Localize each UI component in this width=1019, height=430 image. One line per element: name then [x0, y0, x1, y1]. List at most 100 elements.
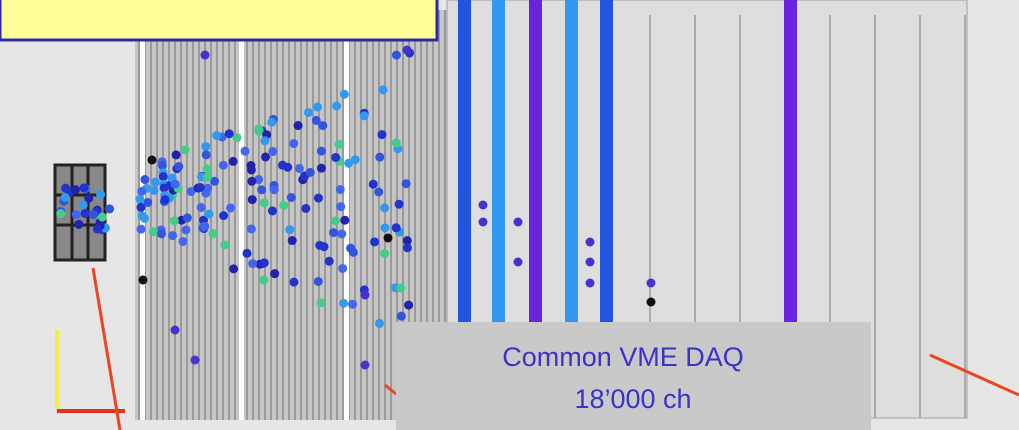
hit: [384, 234, 393, 243]
hit: [361, 291, 370, 300]
hit: [370, 237, 379, 246]
hit: [171, 180, 180, 189]
hit: [151, 178, 160, 187]
hit: [403, 46, 412, 55]
hit: [317, 298, 326, 307]
hit: [98, 213, 107, 222]
hit: [377, 130, 386, 139]
hit: [514, 258, 523, 267]
hit: [294, 121, 303, 130]
hit: [168, 231, 177, 240]
hit: [248, 195, 257, 204]
hit: [340, 90, 349, 99]
hit: [479, 201, 488, 210]
hit: [318, 121, 327, 130]
hit: [479, 218, 488, 227]
hit: [396, 284, 405, 293]
white-plane: [344, 30, 349, 420]
hit: [586, 258, 595, 267]
hit: [172, 150, 181, 159]
hit: [314, 194, 323, 203]
hit: [402, 179, 411, 188]
hit: [360, 111, 369, 120]
hit: [226, 203, 235, 212]
hit: [79, 183, 88, 192]
hit: [338, 264, 347, 273]
hit: [149, 186, 158, 195]
hit: [361, 361, 370, 370]
hit: [233, 133, 242, 142]
hit: [348, 300, 357, 309]
hit: [337, 229, 346, 238]
hit: [306, 168, 315, 177]
hit: [586, 279, 595, 288]
hit: [335, 140, 344, 149]
hit: [89, 210, 98, 219]
hit: [56, 209, 65, 218]
hit: [295, 164, 304, 173]
hit: [93, 225, 102, 234]
hit: [71, 185, 80, 194]
hit: [289, 278, 298, 287]
hit: [136, 203, 145, 212]
hit: [278, 161, 287, 170]
label-line: 18’000 ch: [574, 384, 691, 414]
hit: [61, 184, 70, 193]
hit: [375, 153, 384, 162]
hit: [61, 193, 70, 202]
hit: [379, 85, 388, 94]
hit: [260, 258, 269, 267]
hit: [149, 227, 158, 236]
hit: [304, 108, 313, 117]
hit: [647, 298, 656, 307]
hit: [197, 203, 206, 212]
hit: [317, 147, 326, 156]
hit: [287, 193, 296, 202]
hit: [161, 195, 170, 204]
hit: [179, 237, 188, 246]
hit: [313, 102, 322, 111]
hit: [404, 301, 413, 310]
hit: [403, 243, 412, 252]
hit: [380, 203, 389, 212]
hit: [392, 223, 401, 232]
hit: [171, 326, 180, 335]
hit: [203, 173, 212, 182]
hit: [374, 187, 383, 196]
hit: [279, 201, 288, 210]
hit: [96, 190, 105, 199]
white-plane: [239, 30, 244, 420]
hit: [317, 164, 326, 173]
hit: [260, 136, 269, 145]
hit: [397, 312, 406, 321]
hit: [201, 142, 210, 151]
hit: [241, 147, 250, 156]
hit: [212, 131, 221, 140]
hit: [259, 276, 268, 285]
hit: [219, 161, 228, 170]
hit: [170, 216, 179, 225]
hit: [105, 204, 114, 213]
hit: [314, 277, 323, 286]
hit: [200, 222, 209, 231]
hit: [336, 185, 345, 194]
hit: [136, 195, 145, 204]
hit: [201, 51, 210, 60]
hit: [331, 153, 340, 162]
hit: [229, 157, 238, 166]
hit: [181, 225, 190, 234]
label-line: Common VME DAQ: [502, 342, 744, 372]
hit: [225, 129, 234, 138]
hit: [148, 156, 157, 165]
hit: [339, 299, 348, 308]
hit: [289, 139, 298, 148]
hit: [332, 101, 341, 110]
hit: [248, 259, 257, 268]
hit: [268, 147, 277, 156]
hit: [247, 177, 256, 186]
hit: [183, 213, 192, 222]
hit: [267, 118, 276, 127]
hit: [369, 180, 378, 189]
hit: [346, 244, 355, 253]
title-box: [0, 0, 437, 40]
